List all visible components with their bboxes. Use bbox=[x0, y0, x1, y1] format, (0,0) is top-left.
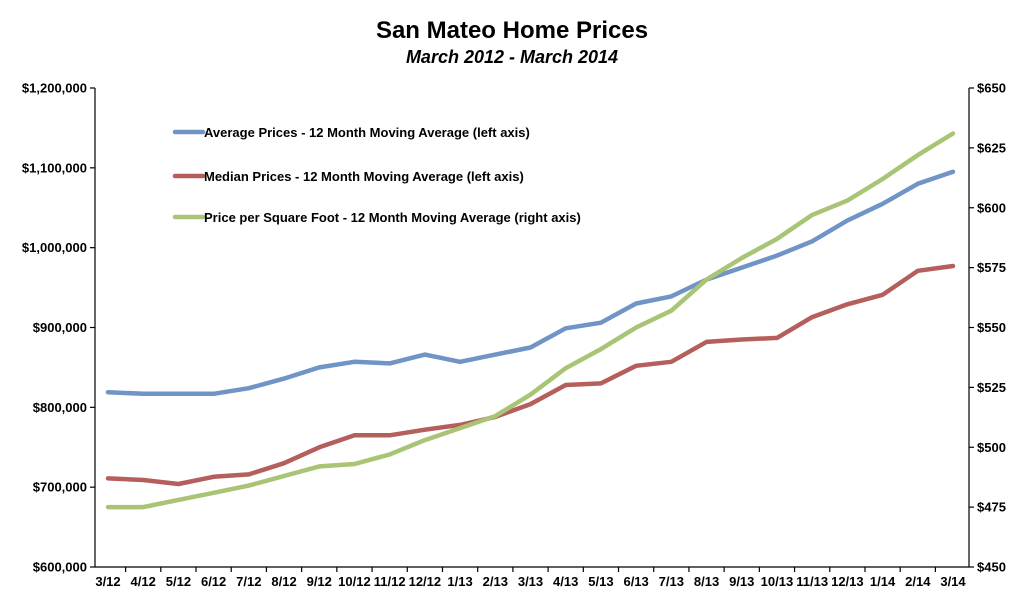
x-tick-label: 10/13 bbox=[761, 574, 794, 589]
right-tick-label: $450 bbox=[977, 560, 1006, 575]
chart-title: San Mateo Home Prices bbox=[376, 17, 648, 44]
x-tick-label: 5/12 bbox=[166, 574, 191, 589]
x-tick-label: 3/12 bbox=[95, 574, 120, 589]
x-tick-label: 1/14 bbox=[870, 574, 896, 589]
x-tick-label: 3/14 bbox=[940, 574, 966, 589]
x-tick-label: 1/13 bbox=[447, 574, 472, 589]
series-line-3 bbox=[105, 131, 956, 510]
left-tick-label: $700,000 bbox=[33, 480, 87, 495]
legend-label: Median Prices - 12 Month Moving Average … bbox=[204, 169, 524, 184]
x-tick-label: 7/13 bbox=[659, 574, 684, 589]
x-tick-label: 9/13 bbox=[729, 574, 754, 589]
right-tick-label: $500 bbox=[977, 440, 1006, 455]
left-tick-label: $900,000 bbox=[33, 320, 87, 335]
x-tick-label: 9/12 bbox=[307, 574, 332, 589]
chart-subtitle: March 2012 - March 2014 bbox=[406, 47, 618, 67]
x-tick-label: 7/12 bbox=[236, 574, 261, 589]
x-tick-label: 8/12 bbox=[271, 574, 296, 589]
right-tick-label: $475 bbox=[977, 500, 1006, 515]
left-axis-ticks: $600,000 $700,000 $800,000 $900,000 $1,000,0… bbox=[22, 81, 95, 575]
x-tick-label: 4/12 bbox=[131, 574, 156, 589]
x-tick-label: 8/13 bbox=[694, 574, 719, 589]
series-lines bbox=[105, 131, 956, 510]
right-axis-ticks: $450 $475 $500 $525 $550 $575 $600 $625 $650 bbox=[969, 81, 1006, 575]
series-line-1 bbox=[105, 169, 956, 397]
x-tick-label: 3/13 bbox=[518, 574, 543, 589]
left-tick-label: $600,000 bbox=[33, 560, 87, 575]
x-axis-ticks: 3/12 4/12 5/12 6/12 7/12 8/12 9/12 10/12 11/12 12… bbox=[95, 567, 966, 589]
series-line-2 bbox=[105, 263, 956, 487]
right-tick-label: $600 bbox=[977, 200, 1006, 215]
x-tick-label: 6/13 bbox=[623, 574, 648, 589]
x-tick-label: 5/13 bbox=[588, 574, 613, 589]
x-tick-label: 10/12 bbox=[338, 574, 371, 589]
x-tick-label: 4/13 bbox=[553, 574, 578, 589]
x-tick-label: 11/12 bbox=[374, 574, 406, 589]
x-tick-label: 2/14 bbox=[905, 574, 931, 589]
right-tick-label: $575 bbox=[977, 260, 1006, 275]
right-tick-label: $550 bbox=[977, 320, 1006, 335]
right-tick-label: $625 bbox=[977, 140, 1006, 155]
axes bbox=[94, 88, 970, 568]
right-tick-label: $525 bbox=[977, 380, 1006, 395]
left-tick-label: $1,000,000 bbox=[22, 240, 87, 255]
left-tick-label: $800,000 bbox=[33, 400, 87, 415]
left-tick-label: $1,100,000 bbox=[22, 160, 87, 175]
legend-label: Average Prices - 12 Month Moving Average… bbox=[204, 125, 530, 140]
right-tick-label: $650 bbox=[977, 81, 1006, 96]
x-tick-label: 6/12 bbox=[201, 574, 226, 589]
left-tick-label: $1,200,000 bbox=[22, 81, 87, 96]
x-tick-label: 2/13 bbox=[483, 574, 508, 589]
x-tick-label: 12/13 bbox=[831, 574, 864, 589]
legend: Average Prices - 12 Month Moving Average… bbox=[172, 125, 581, 225]
x-tick-label: 12/12 bbox=[409, 574, 442, 589]
x-tick-label: 11/13 bbox=[796, 574, 828, 589]
legend-label: Price per Square Foot - 12 Month Moving … bbox=[204, 210, 581, 225]
